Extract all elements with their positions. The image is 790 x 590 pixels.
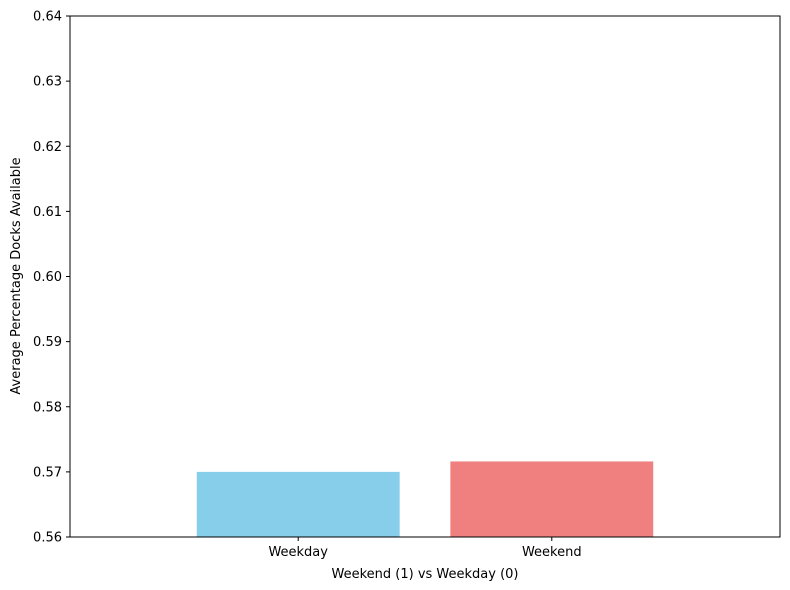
- x-axis: Weekday Weekend: [268, 537, 582, 560]
- y-tick-label: 0.56: [33, 531, 62, 546]
- y-tick-label: 0.58: [33, 400, 62, 415]
- y-axis: 0.56 0.57 0.58 0.59 0.60 0.61 0.62 0.63 0.64: [33, 10, 70, 546]
- y-tick-label: 0.64: [33, 10, 62, 25]
- bar-weekday: [196, 471, 400, 537]
- y-tick-label: 0.62: [33, 140, 62, 155]
- x-tick-label: Weekend: [522, 545, 582, 560]
- y-tick-label: 0.61: [33, 205, 62, 220]
- y-axis-label: Average Percentage Docks Available: [9, 157, 24, 394]
- bar-weekend: [450, 461, 654, 537]
- x-tick-label: Weekday: [268, 545, 328, 560]
- y-tick-label: 0.60: [33, 270, 62, 285]
- y-tick-label: 0.59: [33, 335, 62, 350]
- x-axis-label: Weekend (1) vs Weekday (0): [332, 567, 519, 582]
- bars-group: [196, 461, 654, 537]
- y-tick-label: 0.57: [33, 465, 62, 480]
- y-tick-label: 0.63: [33, 75, 62, 90]
